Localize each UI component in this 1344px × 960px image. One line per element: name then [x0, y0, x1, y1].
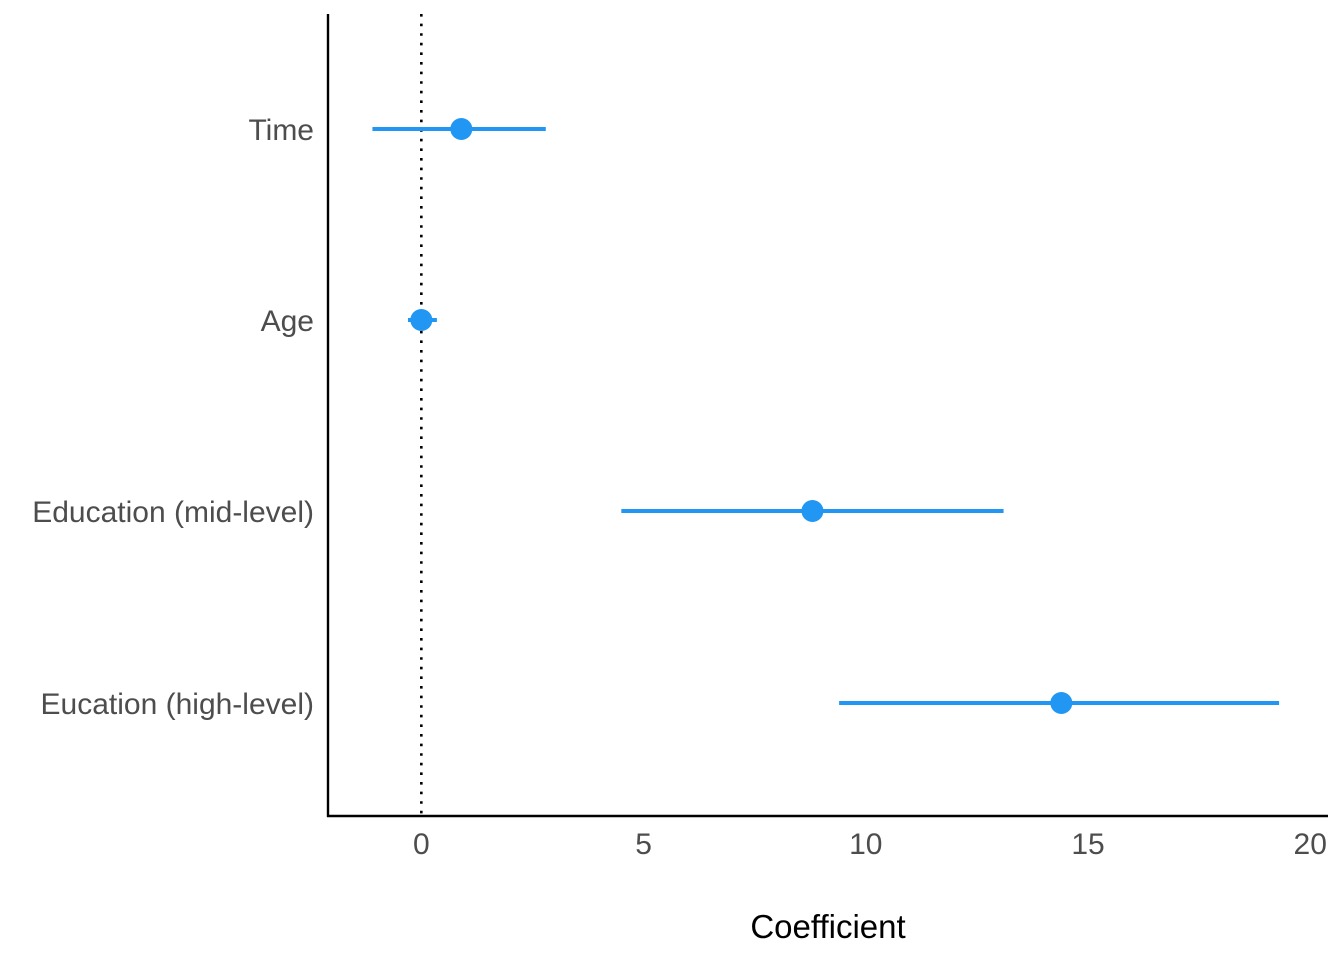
y-tick-label: Time — [248, 114, 314, 147]
point-estimate — [410, 309, 433, 331]
y-tick-label: Education (mid-level) — [32, 496, 314, 529]
marks-layer — [372, 118, 1280, 714]
x-tick-label: 0 — [413, 828, 430, 861]
y-tick-label: Age — [261, 305, 314, 338]
x-tick-label: 5 — [635, 828, 652, 861]
point-estimate — [801, 500, 824, 522]
point-estimate — [1050, 692, 1073, 714]
y-tick-label: Eucation (high-level) — [41, 688, 314, 721]
x-tick-label: 20 — [1294, 828, 1327, 861]
x-tick-label: 10 — [849, 828, 882, 861]
axes-layer: Time Age Education (mid-level) Eucation (hi… — [32, 14, 1328, 861]
x-tick-label: 15 — [1071, 828, 1104, 861]
x-axis-title: Coefficient — [750, 908, 905, 945]
point-estimate — [450, 118, 473, 140]
